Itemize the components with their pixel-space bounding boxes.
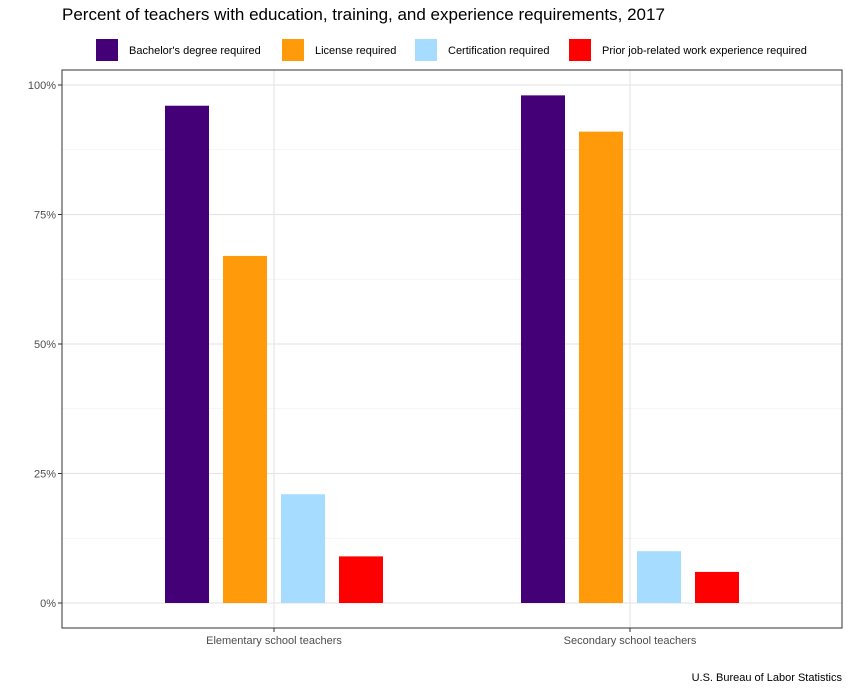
bar [521,95,565,604]
chart-title: Percent of teachers with education, trai… [62,5,665,24]
legend-label-license: License required [315,45,396,57]
legend-swatch-bachelors [96,39,118,61]
x-tick-label: Elementary school teachers [206,635,342,647]
legend-label-prior-experience: Prior job-related work experience requir… [602,45,807,57]
x-tick-label: Secondary school teachers [564,635,697,647]
axes: 0% 25% 50% 75% 100% Elementary school teacher… [28,80,697,647]
bar [281,494,325,603]
bar [165,105,209,603]
y-tick-label: 50% [34,339,56,351]
legend-swatch-prior-experience [569,39,591,61]
bar [637,551,681,603]
y-tick-label: 100% [28,80,56,92]
bar [339,556,383,603]
bar [695,571,739,603]
legend: Bachelor's degree required License requi… [96,39,807,61]
y-tick-label: 75% [34,210,56,222]
legend-swatch-license [282,39,304,61]
bars [165,95,739,604]
legend-label-bachelors: Bachelor's degree required [129,45,261,57]
plot-panel-border [61,69,843,629]
y-tick-label: 0% [40,598,56,610]
chart-caption: U.S. Bureau of Labor Statistics [692,672,843,684]
legend-swatch-certification [415,39,437,61]
bar [579,131,623,603]
y-tick-label: 25% [34,469,56,481]
bar [223,255,267,603]
legend-label-certification: Certification required [448,45,550,57]
